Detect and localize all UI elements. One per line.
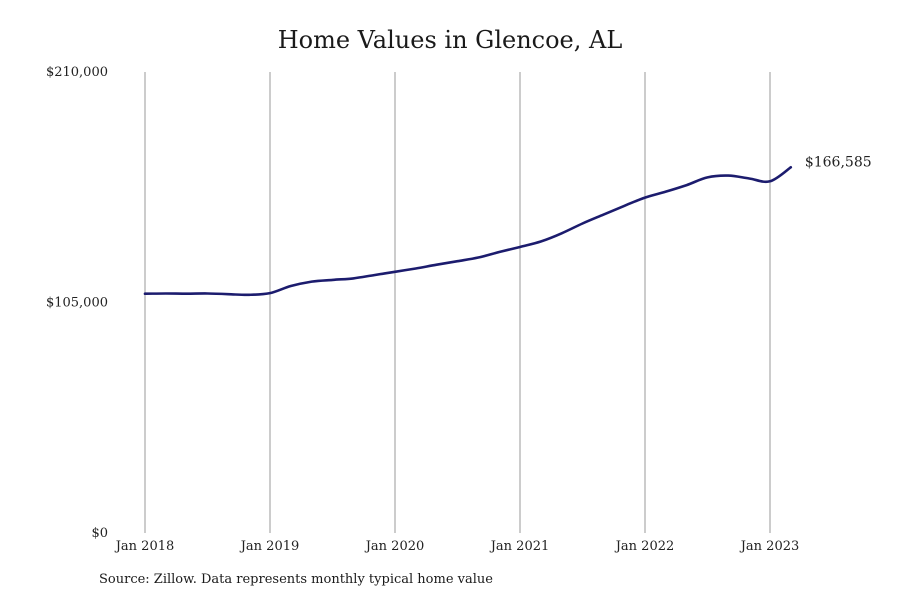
x-tick-label: Jan 2018 [114,539,175,554]
grid-lines [145,72,770,533]
x-tick-label: Jan 2019 [239,539,300,554]
home-value-line [145,167,791,295]
x-tick-label: Jan 2020 [364,539,425,554]
source-note: Source: Zillow. Data represents monthly … [99,572,493,587]
y-tick-label: $105,000 [46,296,108,311]
x-tick-label: Jan 2021 [489,539,550,554]
y-axis-tick-labels: $0 $105,000 $210,000 [46,65,108,541]
y-tick-label: $210,000 [46,65,108,80]
x-axis-tick-labels: Jan 2018 Jan 2019 Jan 2020 Jan 2021 Jan 2022… [114,539,800,554]
x-tick-label: Jan 2022 [614,539,675,554]
y-tick-label: $0 [91,526,108,541]
x-tick-label: Jan 2023 [739,539,800,554]
end-value-label: $166,585 [805,154,872,170]
